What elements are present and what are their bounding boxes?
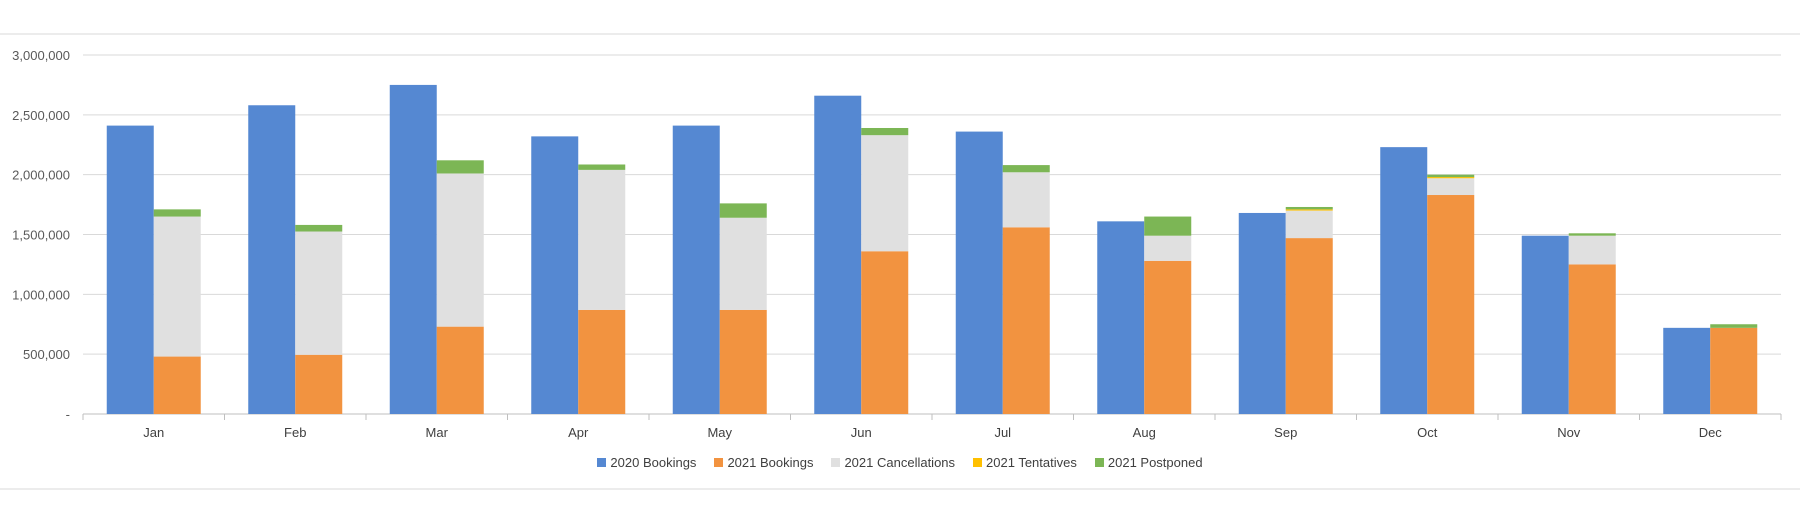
bar-2021-cancellations-nov (1568, 235, 1616, 265)
bar-2021-bookings-dec (1710, 327, 1758, 414)
bar-2021-bookings-jun (861, 251, 909, 414)
bar-2021-tentatives-oct (1427, 177, 1475, 179)
bar-2020-bookings-apr (531, 136, 579, 414)
bar-2020-bookings-mar (389, 84, 437, 415)
bars (106, 84, 1758, 415)
legend-label: 2021 Postponed (1107, 455, 1203, 470)
bar-2021-postponed-oct (1427, 174, 1475, 178)
bar-2021-bookings-nov (1568, 264, 1616, 414)
bar-2021-bookings-mar (436, 326, 484, 414)
x-category-label: Apr (568, 425, 589, 440)
bar-2021-bookings-aug (1144, 260, 1192, 414)
legend-label: 2021 Cancellations (844, 455, 956, 470)
bar-2021-bookings-apr (578, 309, 626, 414)
bar-2021-postponed-aug (1144, 216, 1192, 236)
bar-2020-bookings-jun (814, 95, 862, 414)
bar-2021-postponed-sep (1285, 206, 1333, 210)
legend-swatch (597, 458, 607, 467)
x-category-label: Jan (143, 425, 164, 440)
bar-2020-bookings-oct (1380, 147, 1428, 415)
bar-2021-cancellations-jul (1002, 172, 1050, 228)
x-category-label: Jun (851, 425, 872, 440)
legend-item: 2021 Cancellations (831, 455, 955, 470)
y-tick-label: 1,500,000 (12, 228, 70, 243)
bar-2021-bookings-oct (1427, 195, 1475, 414)
bar-2020-bookings-aug (1097, 221, 1145, 414)
bar-2021-bookings-sep (1285, 238, 1333, 414)
legend-swatch (973, 458, 983, 467)
y-tick-label: 2,000,000 (12, 168, 70, 183)
x-category-label: Dec (1699, 425, 1723, 440)
bar-2021-bookings-may (719, 309, 767, 414)
legend-item: 2021 Postponed (1094, 455, 1203, 470)
legend-item: 2021 Tentatives (973, 455, 1077, 470)
legend-swatch (1094, 458, 1104, 467)
y-tick-label: 3,000,000 (12, 48, 70, 63)
bar-2020-bookings-nov (1521, 235, 1569, 414)
bar-2021-postponed-nov (1568, 233, 1616, 236)
bar-2020-bookings-feb (248, 105, 296, 414)
bar-2021-bookings-feb (295, 354, 343, 414)
legend-item: 2021 Bookings (714, 455, 813, 470)
legend: 2020 Bookings 2021 Bookings 2021 Cancellat… (0, 455, 1800, 470)
bar-2020-bookings-jul (955, 131, 1003, 414)
x-category-label: Feb (284, 425, 306, 440)
bar-2021-tentatives-sep (1285, 209, 1333, 211)
x-category-label: Mar (426, 425, 449, 440)
y-tick-label: 500,000 (23, 347, 70, 362)
y-tick-label: 2,500,000 (12, 108, 70, 123)
bar-2020-bookings-sep (1238, 212, 1286, 414)
bar-2021-cancellations-may (719, 217, 767, 310)
bar-2021-postponed-jun (861, 127, 909, 136)
x-category-label: Sep (1274, 425, 1297, 440)
bar-2021-cancellations-jan (153, 216, 201, 357)
x-category-label: Nov (1557, 425, 1581, 440)
bar-2021-cancellations-mar (436, 173, 484, 327)
legend-swatch (714, 458, 724, 467)
bar-2021-cancellations-feb (295, 231, 343, 355)
bar-2021-postponed-may (719, 203, 767, 218)
bar-2021-cancellations-sep (1285, 210, 1333, 239)
bar-2021-postponed-apr (578, 164, 626, 170)
legend-swatch (831, 458, 841, 467)
y-axis-ticks: - 500,000 1,000,000 1,500,000 2,000,000 2,500… (12, 48, 70, 422)
bar-2021-cancellations-oct (1427, 178, 1475, 196)
legend-label: 2021 Tentatives (986, 455, 1077, 470)
bar-2021-postponed-jul (1002, 165, 1050, 173)
bar-2020-bookings-jan (106, 125, 154, 414)
x-category-label: Oct (1417, 425, 1438, 440)
bar-2020-bookings-may (672, 125, 720, 414)
bar-2021-cancellations-jun (861, 135, 909, 252)
legend-item: 2020 Bookings (597, 455, 696, 470)
x-axis: Jan Feb Mar Apr May Jun Jul Aug Sep Oct Nov Dec (82, 414, 1782, 440)
y-tick-label: 1,000,000 (12, 287, 70, 302)
legend-label: 2020 Bookings (610, 455, 697, 470)
bar-2021-cancellations-aug (1144, 235, 1192, 261)
bar-2021-postponed-jan (153, 209, 201, 217)
bar-2021-bookings-jul (1002, 227, 1050, 414)
bar-2021-cancellations-apr (578, 169, 626, 310)
bar-2020-bookings-dec (1663, 327, 1711, 414)
y-tick-label: - (66, 407, 70, 422)
x-category-label: Jul (994, 425, 1011, 440)
bar-2021-postponed-mar (436, 160, 484, 174)
legend-label: 2021 Bookings (727, 455, 814, 470)
bar-2021-bookings-jan (153, 356, 201, 414)
bar-2021-postponed-feb (295, 224, 343, 232)
x-category-label: May (707, 425, 732, 440)
x-category-label: Aug (1133, 425, 1156, 440)
bar-2021-postponed-dec (1710, 324, 1758, 328)
